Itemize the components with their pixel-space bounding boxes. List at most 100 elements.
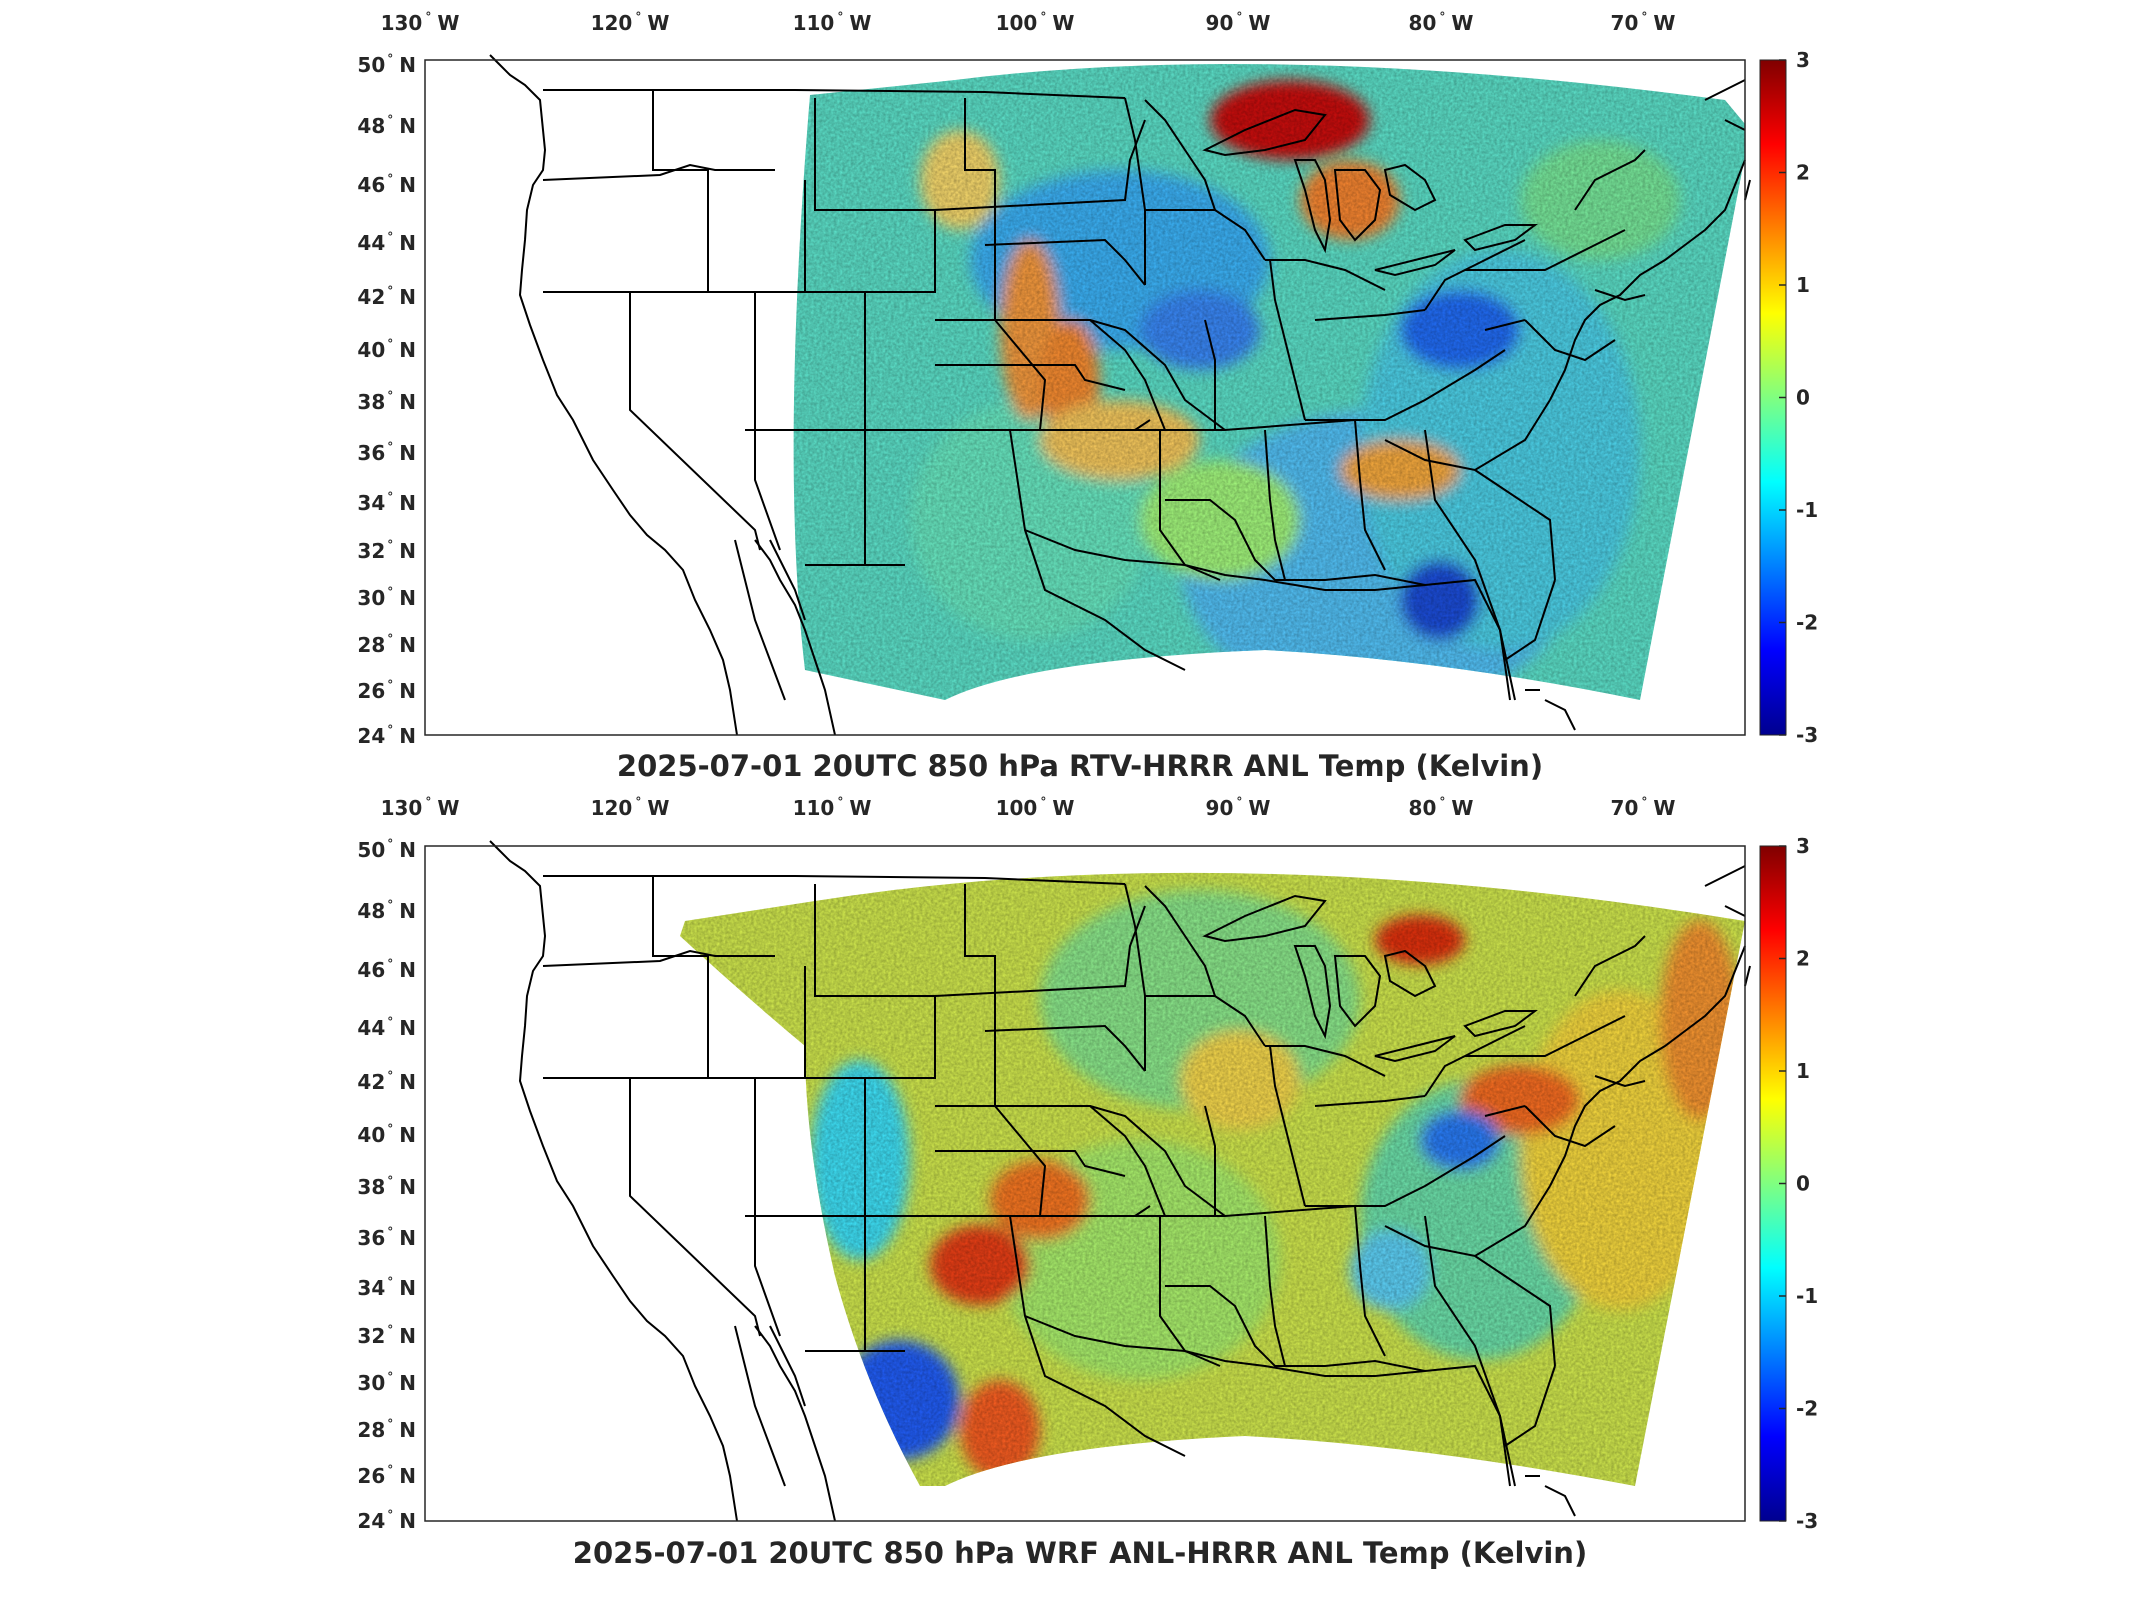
boundary-line	[984, 238, 1146, 286]
boundary-line	[1124, 883, 1146, 1071]
colorbar: 3 2 1 0 -1 -2 -3	[1759, 48, 1818, 747]
colorbar: 3 2 1 0 -1 -2 -3	[1759, 834, 1818, 1533]
boundary-line	[489, 54, 738, 736]
boundary-line	[1075, 419, 1356, 431]
boundary-line	[1724, 119, 1746, 131]
colorbar-tick-label: 1	[1796, 273, 1810, 297]
boundary-line	[1544, 1485, 1576, 1517]
boundary-line	[1024, 529, 1516, 701]
lat-tick-label: 46 ° N	[357, 957, 416, 982]
lon-tick-label: 80 ° W	[1409, 10, 1474, 35]
boundary-line	[542, 949, 775, 967]
boundary-line	[864, 292, 905, 566]
lat-tick-label: 48 ° N	[357, 113, 416, 138]
boundary-line	[754, 292, 781, 551]
lon-tick-label: 120 ° W	[591, 795, 670, 820]
boundary-line	[1484, 319, 1526, 331]
boundary-line	[1145, 209, 1266, 261]
boundary-line	[652, 876, 805, 1079]
boundary-line	[1293, 159, 1332, 254]
boundary-line	[1744, 965, 1751, 987]
colorbar-tick-label: 0	[1796, 1172, 1810, 1196]
boundary-line	[1144, 885, 1216, 997]
colorbar-tick-label: 0	[1796, 386, 1810, 410]
panel-rtv-hrrr: 130 ° W 120 ° W 110 ° W 100 ° W 90 ° W 80 ° W 70 ° W 5…	[357, 10, 1818, 783]
lat-tick-label: 40 ° N	[357, 337, 416, 362]
boundary-line	[769, 1325, 806, 1407]
lon-tick-label: 70 ° W	[1611, 795, 1676, 820]
boundary-line	[734, 1325, 786, 1487]
boundary-line	[1724, 905, 1746, 917]
boundary-line	[804, 884, 936, 1079]
boundary-line	[1549, 945, 1746, 1187]
boundary-line	[1314, 1095, 1426, 1107]
boundary-line	[1159, 430, 1221, 581]
boundary-line	[1704, 865, 1746, 887]
colorbar-tick-label: -1	[1796, 498, 1818, 522]
boundary-line	[1574, 935, 1646, 997]
lon-tick-label: 120 ° W	[591, 10, 670, 35]
lat-tick-label: 30 ° N	[357, 585, 416, 610]
boundary-line	[1265, 1045, 1386, 1077]
boundary-line	[1293, 945, 1332, 1040]
boundary-line	[935, 1105, 1166, 1217]
boundary-line	[1202, 108, 1327, 157]
boundary-line	[1089, 1105, 1226, 1217]
lon-tick-label: 90 ° W	[1206, 10, 1271, 35]
boundary-line	[652, 90, 805, 293]
lon-tick-label: 100 ° W	[996, 795, 1075, 820]
boundary-line	[1574, 149, 1646, 211]
boundary-line	[1474, 469, 1556, 581]
boundary-line	[1305, 349, 1506, 421]
boundary-line	[1704, 79, 1746, 101]
lon-tick-label: 130 ° W	[381, 10, 460, 35]
boundary-line	[1265, 259, 1386, 291]
map-plot-area	[424, 54, 1751, 736]
boundary-line	[543, 89, 1126, 99]
lat-tick-label: 42 ° N	[357, 284, 416, 309]
lat-tick-label: 32 ° N	[357, 538, 416, 563]
lat-tick-label: 32 ° N	[357, 1323, 416, 1348]
boundary-line	[1383, 949, 1437, 998]
colorbar-tick-label: 3	[1796, 834, 1810, 858]
lon-tick-label: 130 ° W	[381, 795, 460, 820]
boundary-line	[1424, 429, 1511, 701]
boundary-line	[1383, 163, 1437, 212]
lat-tick-label: 36 ° N	[357, 1225, 416, 1250]
map-plot-area	[424, 840, 1751, 1522]
lat-tick-label: 44 ° N	[357, 1015, 416, 1040]
temperature-field	[793, 64, 1745, 700]
lat-tick-label: 40 ° N	[357, 1122, 416, 1147]
boundary-line	[935, 1150, 1126, 1177]
boundary-line	[1165, 1285, 1426, 1372]
boundary-line	[1264, 1215, 1286, 1367]
boundary-line	[935, 364, 1126, 391]
boundary-line	[754, 1078, 781, 1337]
boundary-line	[1463, 224, 1538, 252]
state-boundaries	[489, 54, 1751, 736]
lon-tick-labels: 130 ° W 120 ° W 110 ° W 100 ° W 90 ° W 80 ° W 70 ° W	[381, 795, 1676, 820]
lat-tick-label: 44 ° N	[357, 230, 416, 255]
lat-tick-label: 24 ° N	[357, 1508, 416, 1533]
state-boundaries	[489, 840, 1751, 1522]
lon-tick-label: 100 ° W	[996, 10, 1075, 35]
boundary-line	[1024, 1315, 1516, 1487]
colorbar-tick-label: -2	[1796, 1397, 1818, 1421]
lon-tick-label: 110 ° W	[793, 795, 872, 820]
boundary-line	[1465, 1015, 1626, 1057]
boundary-line	[1374, 249, 1456, 277]
lon-tick-label: 110 ° W	[793, 10, 872, 35]
lat-tick-label: 46 ° N	[357, 172, 416, 197]
lat-tick-label: 28 ° N	[357, 632, 416, 657]
boundary-line	[1504, 579, 1556, 661]
colorbar-ticks: 3 2 1 0 -1 -2 -3	[1779, 48, 1818, 747]
boundary-line	[1484, 1105, 1526, 1117]
boundary-line	[1204, 1105, 1216, 1216]
boundary-line	[1009, 1215, 1186, 1457]
lon-tick-label: 70 ° W	[1611, 10, 1676, 35]
boundary-line	[1204, 319, 1216, 430]
boundary-line	[984, 1024, 1146, 1072]
boundary-line	[1264, 429, 1286, 581]
lat-tick-label: 28 ° N	[357, 1417, 416, 1442]
